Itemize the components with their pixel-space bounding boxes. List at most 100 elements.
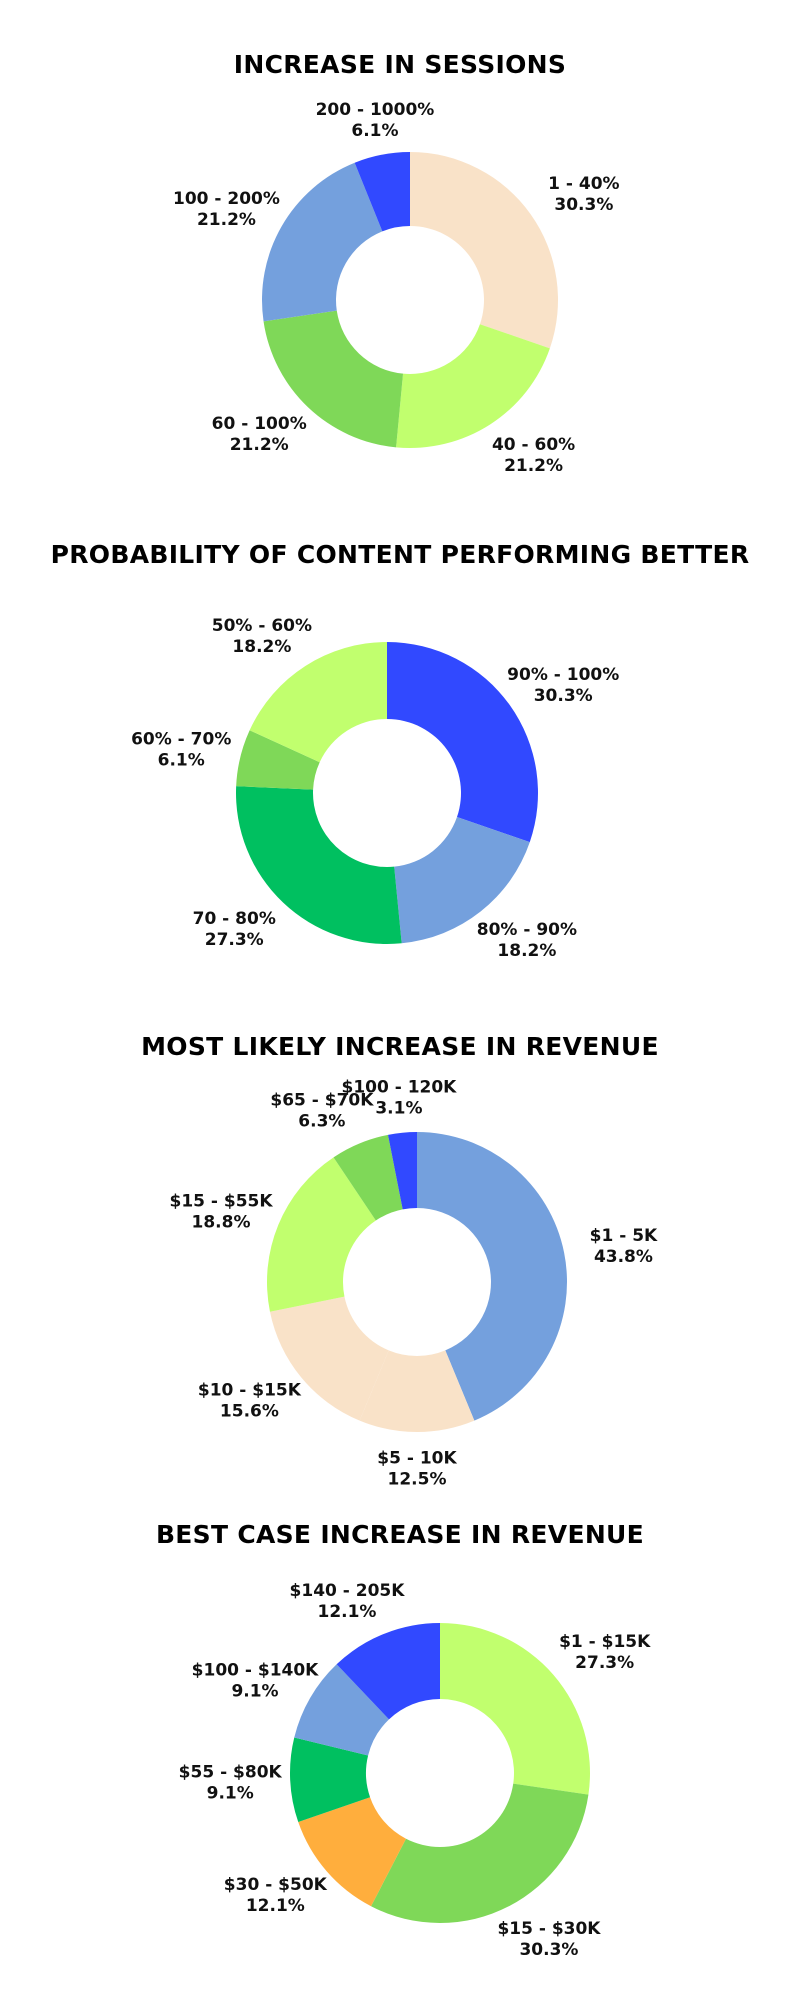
probability-donut: 90% - 100% 30.3%80% - 90% 18.2%70 - 80% 27.…: [131, 616, 619, 961]
probability-chart-title: PROBABILITY OF CONTENT PERFORMING BETTER: [50, 540, 750, 569]
slice-percent-label: 3.1%: [375, 1098, 422, 1118]
slice-label-70-80: 70 - 80% 27.3%: [193, 909, 276, 950]
sessions-chart-title: INCREASE IN SESSIONS: [233, 50, 567, 79]
slice-label-90-100: 90% - 100% 30.3%: [507, 665, 619, 706]
donut-slice-60-70: [236, 730, 320, 790]
slice-percent-label: 6.3%: [298, 1112, 345, 1132]
donut-slice-15-55k: [267, 1157, 376, 1312]
slice-percent-label: 6.1%: [351, 121, 398, 141]
slice-label-40-60: 40 - 60% 21.2%: [492, 435, 575, 476]
donut-slice-55-80k: [290, 1737, 371, 1823]
slice-percent-label: 18.2%: [232, 637, 291, 657]
slice-label-15-30k: $15 - $30K 30.3%: [497, 1919, 601, 1960]
slice-percent-label: 27.3%: [205, 930, 264, 950]
slice-percent-label: 30.3%: [519, 1940, 578, 1960]
slice-range-label: 100 - 200%: [173, 189, 280, 209]
slice-range-label: 1 - 40%: [548, 174, 619, 194]
slice-label-1-15k: $1 - $15K 27.3%: [559, 1632, 651, 1673]
donut-slice-40-60: [396, 324, 550, 448]
donut-slice-100-200: [262, 162, 383, 322]
slice-range-label: 60% - 70%: [131, 730, 231, 750]
slice-label-100-200: 100 - 200% 21.2%: [173, 189, 280, 230]
slice-percent-label: 27.3%: [575, 1653, 634, 1673]
slice-label-140-205k: $140 - 205K 12.1%: [290, 1581, 406, 1622]
donut-slice-65-70k: [333, 1134, 403, 1221]
best-case-revenue-chart-title: BEST CASE INCREASE IN REVENUE: [155, 1520, 645, 1549]
slice-range-label: 40 - 60%: [492, 435, 575, 455]
donut-slice-140-205k: [336, 1623, 440, 1720]
slice-range-label: 60 - 100%: [212, 414, 307, 434]
slice-range-label: $65 - $70K: [270, 1091, 374, 1111]
slice-percent-label: 30.3%: [534, 686, 593, 706]
donut-slice-200-1000: [354, 152, 410, 232]
best-case-revenue-donut: $1 - $15K 27.3%$15 - $30K 30.3%$30 - $50K 1…: [179, 1581, 651, 1960]
slice-percent-label: 18.2%: [497, 941, 556, 961]
donut-slice-1-15k: [440, 1623, 590, 1795]
slice-range-label: $1 - 5K: [590, 1226, 658, 1246]
slice-range-label: $100 - 120K: [341, 1077, 457, 1097]
slice-label-1-40: 1 - 40% 30.3%: [548, 174, 619, 215]
slice-label-55-80k: $55 - $80K 9.1%: [179, 1762, 283, 1803]
likely-revenue-chart-title: MOST LIKELY INCREASE IN REVENUE: [141, 1032, 659, 1061]
slice-range-label: 80% - 90%: [477, 920, 577, 940]
slice-range-label: $55 - $80K: [179, 1762, 283, 1782]
slice-percent-label: 6.1%: [158, 751, 205, 771]
slice-percent-label: 12.5%: [388, 1470, 447, 1490]
slice-range-label: $15 - $30K: [497, 1919, 601, 1939]
donut-slice-1-5k: [417, 1132, 567, 1421]
slice-percent-label: 21.2%: [230, 435, 289, 455]
slice-label-60-100: 60 - 100% 21.2%: [212, 414, 307, 455]
slice-label-50-60: 50% - 60% 18.2%: [212, 616, 312, 657]
donut-slice-10-15k: [269, 1296, 389, 1421]
donut-slice-1-40: [410, 152, 558, 349]
likely-revenue-chart: MOST LIKELY INCREASE IN REVENUE $1 - 5K 4…: [0, 990, 800, 1490]
slice-label-100-140k: $100 - $140K 9.1%: [192, 1660, 320, 1701]
donut-slice-100-140k: [294, 1664, 390, 1756]
donut-slice-15-30k: [371, 1783, 589, 1923]
slice-label-30-50k: $30 - $50K 12.1%: [224, 1875, 328, 1916]
donut-slice-60-100: [263, 310, 404, 448]
slice-label-5-10k: $5 - 10K 12.5%: [377, 1449, 457, 1490]
sessions-chart: INCREASE IN SESSIONS 1 - 40% 30.3% 40 - 60…: [0, 0, 800, 500]
slice-label-200-1000: 200 - 1000% 6.1%: [316, 100, 435, 141]
slice-range-label: $15 - $55K: [169, 1192, 273, 1212]
donut-slice-70-80: [236, 786, 402, 944]
slice-range-label: 70 - 80%: [193, 909, 276, 929]
slice-range-label: 50% - 60%: [212, 616, 312, 636]
slice-percent-label: 12.1%: [246, 1896, 305, 1916]
best-case-revenue-chart: BEST CASE INCREASE IN REVENUE $1 - $15K 2…: [0, 1490, 800, 2000]
slice-label-80-90: 80% - 90% 18.2%: [477, 920, 577, 961]
slice-label-60-70: 60% - 70% 6.1%: [131, 730, 231, 771]
slice-label-10-15k: $10 - $15K 15.6%: [198, 1381, 302, 1422]
slice-range-label: $30 - $50K: [224, 1875, 328, 1895]
slice-range-label: 200 - 1000%: [316, 100, 435, 120]
slice-percent-label: 30.3%: [554, 195, 613, 215]
slice-range-label: 90% - 100%: [507, 665, 619, 685]
slice-percent-label: 21.2%: [504, 456, 563, 476]
donut-slice-50-60: [249, 642, 387, 763]
probability-chart: PROBABILITY OF CONTENT PERFORMING BETTER…: [0, 500, 800, 990]
likely-revenue-donut: $1 - 5K 43.8% $5 - 10K 12.5% $10 - $15K 15.6%…: [169, 1077, 658, 1490]
slice-percent-label: 9.1%: [231, 1681, 278, 1701]
slice-percent-label: 9.1%: [207, 1783, 254, 1803]
slice-percent-label: 18.8%: [192, 1213, 251, 1233]
slice-range-label: $140 - 205K: [290, 1581, 406, 1601]
donut-slice-90-100: [387, 642, 539, 843]
slice-percent-label: 21.2%: [197, 210, 256, 230]
slice-range-label: $10 - $15K: [198, 1381, 302, 1401]
slice-label-100-120k: $100 - 120K 3.1%: [341, 1077, 457, 1118]
slice-range-label: $100 - $140K: [192, 1660, 320, 1680]
sessions-donut: 1 - 40% 30.3%40 - 60% 21.2%60 - 100% 21.2%1…: [173, 100, 620, 476]
slice-percent-label: 12.1%: [317, 1602, 376, 1622]
slice-range-label: $1 - $15K: [559, 1632, 651, 1652]
slice-label-15-55k: $15 - $55K 18.8%: [169, 1192, 273, 1233]
slice-label-65-70k: $65 - $70K 6.3%: [270, 1091, 374, 1132]
donut-slice-100-120k: [387, 1132, 417, 1210]
donut-slice-80-90: [394, 817, 530, 944]
slice-label-1-5k: $1 - 5K 43.8%: [590, 1226, 658, 1267]
slice-range-label: $5 - 10K: [377, 1449, 457, 1469]
slice-percent-label: 43.8%: [594, 1247, 653, 1267]
slice-percent-label: 15.6%: [220, 1402, 279, 1422]
donut-slice-30-50k: [298, 1797, 406, 1907]
